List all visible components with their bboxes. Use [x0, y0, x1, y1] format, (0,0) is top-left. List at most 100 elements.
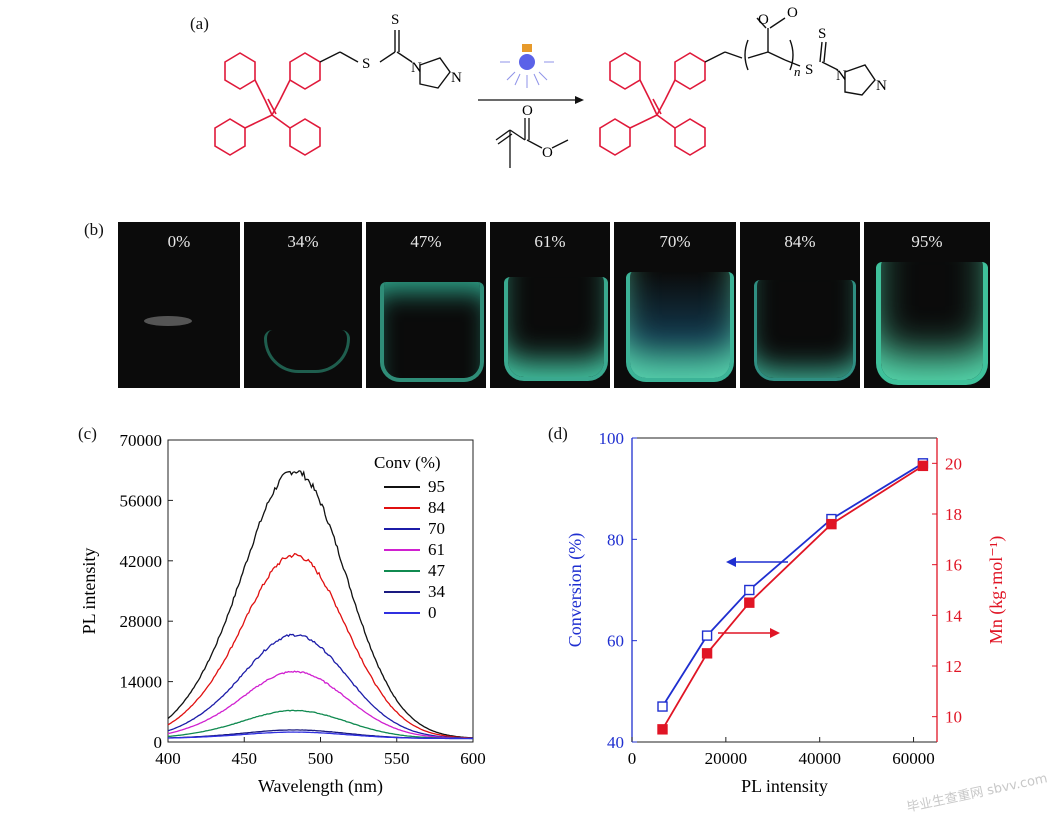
x-tick-label: 500 [308, 749, 334, 768]
reactant-n2: N [451, 70, 462, 86]
product-n2: N [876, 78, 887, 94]
monomer-mma [495, 118, 569, 168]
y-tick-label: 0 [154, 733, 163, 752]
legend-label-0: 0 [428, 603, 437, 622]
photo-conversion-61: 61% [490, 222, 610, 388]
data-point-mn [826, 518, 837, 530]
photo-conversion-0: 0% [118, 222, 240, 388]
conversion-mn-chart: 0 20000 40000 60000 40 60 80 100 10 12 14 16 18 20 PL … [565, 429, 1007, 796]
reactant-molecule [214, 52, 321, 156]
right-y-tick-label: 14 [945, 606, 963, 625]
data-point-mn [701, 648, 713, 659]
right-y-tick-label: 20 [945, 454, 962, 473]
data-point-mn [917, 460, 929, 472]
product-n1: N [836, 68, 847, 84]
data-point-conversion [657, 701, 668, 712]
product-s-thione: S [818, 26, 826, 42]
tpe-phenyl-ring-3 [214, 118, 246, 156]
left-y-tick-label: 40 [607, 733, 624, 752]
data-point-mn [744, 597, 755, 608]
legend-label-47: 47 [428, 561, 446, 580]
y-tick-label: 42000 [120, 552, 163, 571]
spectrum-line-61 [167, 670, 473, 740]
panel-label-b: (b) [84, 220, 104, 239]
legend-label-95: 95 [428, 477, 445, 496]
left-y-tick-label: 60 [607, 632, 624, 651]
legend-label-84: 84 [428, 498, 446, 517]
tpe-phenyl-ring-4 [289, 118, 321, 156]
tpe-phenyl-ring-1 [224, 52, 256, 90]
left-axis-arrowhead [726, 557, 736, 567]
series-line-conversion [661, 462, 924, 707]
reactant-s-thione: S [391, 12, 399, 28]
reaction-scheme: S S N N O O [214, 5, 887, 168]
spectrum-line-84 [167, 552, 474, 739]
y-tick-label: 70000 [120, 431, 163, 450]
spectrum-line-0 [167, 731, 473, 740]
photo-conversion-34: 34% [244, 222, 362, 388]
panel-label-d: (d) [548, 424, 568, 443]
imidazole-ring-reactant [419, 57, 451, 89]
tpe-phenyl-ring-2 [289, 52, 321, 90]
reactant-rdt-group [319, 30, 451, 89]
photo-label: 34% [287, 232, 319, 251]
x-tick-label: 550 [384, 749, 410, 768]
y-tick-label: 14000 [120, 673, 163, 692]
x-tick-label: 450 [232, 749, 258, 768]
data-point-mn [657, 724, 668, 735]
legend-label-61: 61 [428, 540, 445, 559]
product-s-thio: S [805, 62, 813, 78]
y-tick-label: 56000 [120, 491, 163, 510]
right-axis-arrowhead [770, 628, 780, 638]
product-o1: O [758, 12, 769, 28]
x-axis-label: Wavelength (nm) [258, 776, 383, 797]
panel-label-c: (c) [78, 424, 97, 443]
right-y-tick-label: 12 [945, 657, 962, 676]
product-o2: O [787, 5, 798, 21]
series-line-mn [661, 465, 924, 730]
left-y-tick-label: 80 [607, 530, 624, 549]
reactant-n1: N [411, 60, 422, 76]
right-y-tick-label: 18 [945, 505, 962, 524]
photo-conversion-84: 84% [740, 222, 860, 388]
x-tick-label: 20000 [705, 749, 748, 768]
photo-conversion-95: 95% [864, 222, 990, 388]
photo-label: 84% [784, 232, 816, 251]
reactant-s-thio: S [362, 56, 370, 72]
x-axis-label: PL intensity [741, 776, 828, 796]
x-tick-label: 40000 [798, 749, 841, 768]
legend-label-70: 70 [428, 519, 445, 538]
photo-label: 47% [410, 232, 442, 251]
monomer-o1: O [522, 103, 533, 119]
spectrum-line-95 [167, 470, 473, 739]
photo-conversion-47: 47% [366, 222, 486, 388]
right-y-axis-label: Mn (kg·mol⁻¹) [986, 536, 1007, 644]
y-tick-label: 28000 [120, 612, 163, 631]
monomer-o2: O [542, 145, 553, 161]
y-axis-label: PL intensity [79, 548, 99, 635]
x-tick-label: 60000 [892, 749, 935, 768]
left-y-tick-label: 100 [599, 429, 625, 448]
product-subscript-n: n [794, 64, 801, 79]
right-y-tick-label: 16 [945, 556, 962, 575]
product-pmma-rdt [704, 17, 876, 96]
right-y-tick-label: 10 [945, 708, 962, 727]
light-bulb-icon [500, 44, 554, 88]
legend-title: Conv (%) [374, 453, 441, 472]
spectrum-line-70 [167, 633, 474, 739]
photo-label: 61% [534, 232, 566, 251]
x-tick-label: 0 [628, 749, 637, 768]
legend-label-34: 34 [428, 582, 446, 601]
left-y-axis-label: Conversion (%) [565, 533, 586, 647]
pl-spectra-chart: 400 450 500 550 600 0 14000 28000 42000 56000 7000… [79, 431, 486, 797]
data-point-conversion [744, 584, 755, 596]
product-tpe-core [599, 52, 706, 156]
x-tick-label: 400 [155, 749, 181, 768]
photo-label: 70% [659, 232, 691, 251]
photo-label: 0% [167, 232, 191, 251]
spectrum-line-47 [167, 709, 473, 740]
fluorescence-photo-strip: 0% 34% 47% 61% 70% 84% 95% [118, 222, 990, 388]
photo-conversion-70: 70% [614, 222, 736, 388]
data-point-conversion [701, 630, 713, 641]
photo-label: 95% [911, 232, 943, 251]
